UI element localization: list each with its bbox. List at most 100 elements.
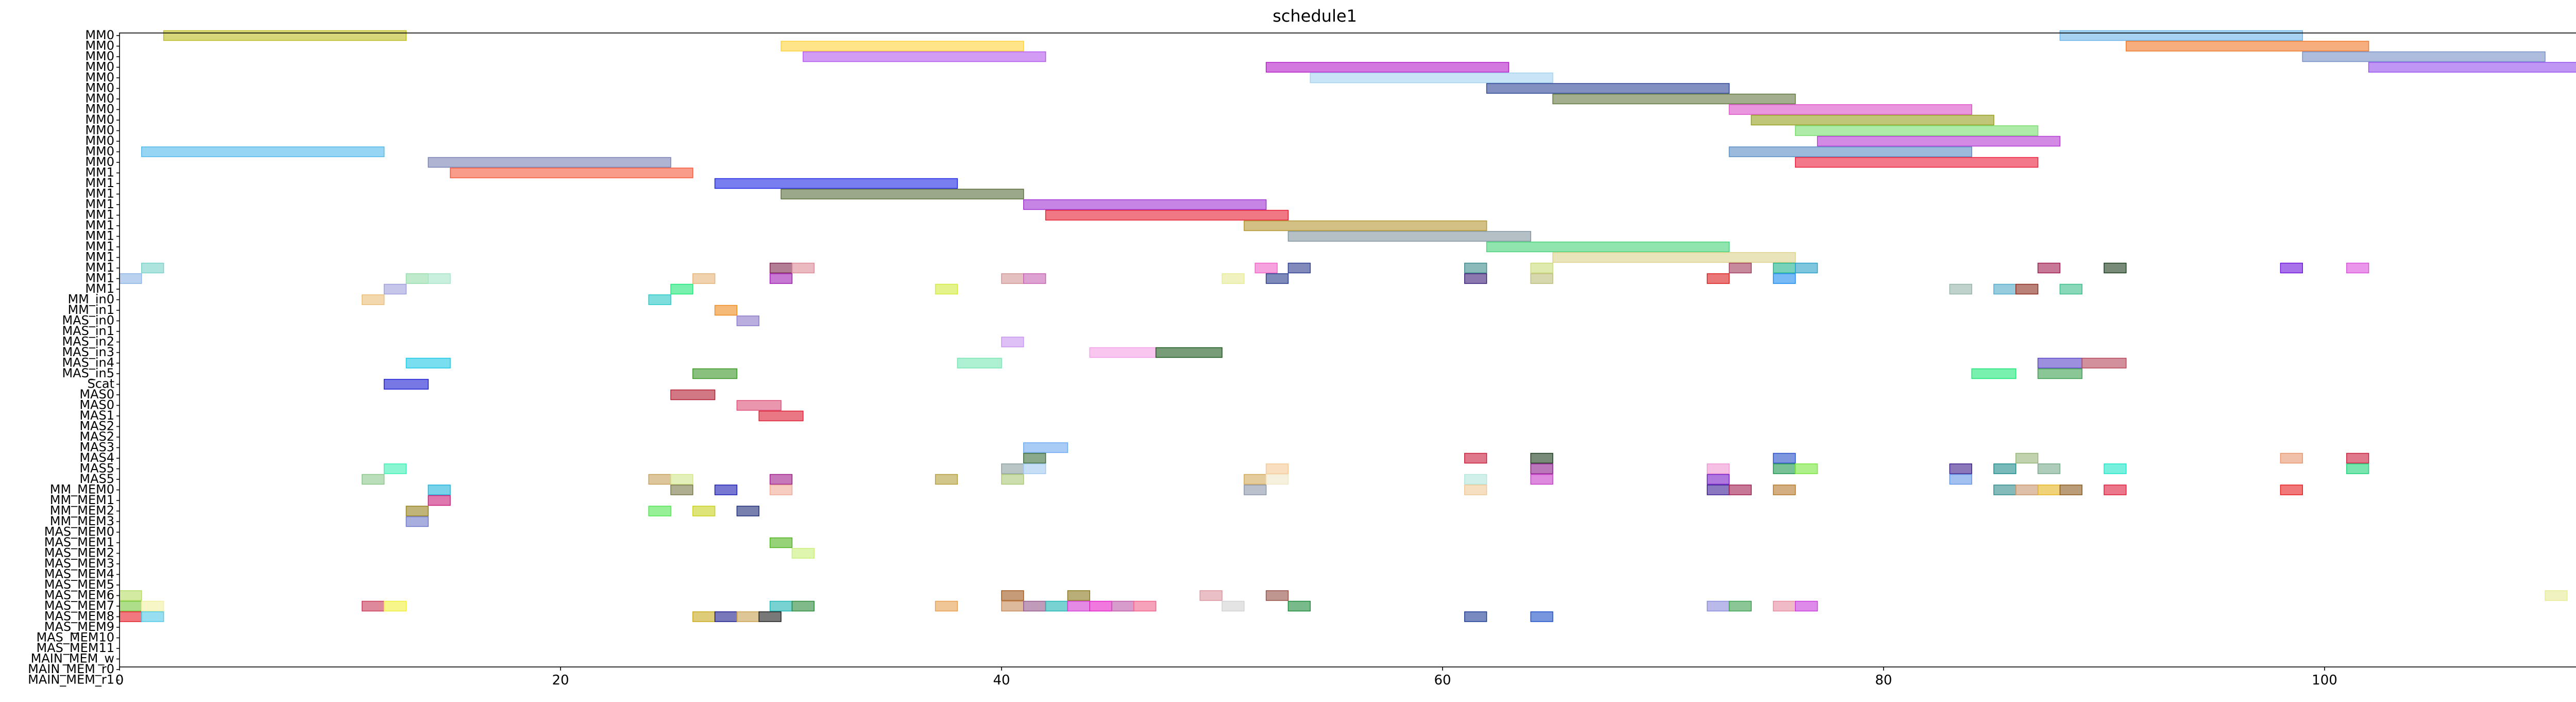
task-bar <box>1818 137 2060 146</box>
task-bar <box>2280 485 2302 495</box>
task-bar <box>2038 263 2060 273</box>
task-bar <box>715 612 737 622</box>
task-bar <box>1002 274 1024 283</box>
task-bar <box>693 369 737 379</box>
task-bar <box>362 601 384 611</box>
row-label: MAIN_MEM_r1 <box>28 673 114 687</box>
task-bar <box>1024 454 1046 463</box>
plot-frame <box>120 33 2576 667</box>
task-bar <box>1994 464 2016 474</box>
task-bar <box>1773 601 1795 611</box>
task-bar <box>428 158 671 168</box>
task-bar <box>120 591 142 600</box>
task-bar <box>671 475 693 484</box>
task-bar <box>1487 83 1730 93</box>
task-bar <box>1200 591 1222 600</box>
task-bar <box>936 601 958 611</box>
task-bar <box>1310 73 1553 83</box>
task-bar <box>1795 158 2038 168</box>
task-bar <box>1487 242 1730 252</box>
task-bar <box>1531 454 1553 463</box>
task-bar <box>1773 263 1795 273</box>
task-bar <box>770 475 792 484</box>
task-bar <box>792 548 814 558</box>
task-bar <box>1266 464 1289 474</box>
task-bar <box>2060 285 2082 294</box>
x-axis-ticks: 0 20 40 60 80 100 <box>115 667 2337 688</box>
task-bar <box>1465 612 1487 622</box>
task-bar <box>1707 485 1730 495</box>
task-bar <box>1773 274 1795 283</box>
task-bar <box>120 612 142 622</box>
task-bar <box>792 263 814 273</box>
task-bar <box>2060 485 2082 495</box>
task-bar <box>770 538 792 548</box>
task-bar <box>1773 464 1795 474</box>
task-bar <box>2016 485 2038 495</box>
task-bar <box>1244 475 1266 484</box>
task-bar <box>1024 601 1046 611</box>
task-bar <box>957 358 1002 368</box>
task-bar <box>1950 464 1972 474</box>
task-bar <box>2545 591 2567 600</box>
task-bar <box>1266 475 1289 484</box>
task-bar <box>406 517 428 527</box>
task-bar <box>384 379 429 389</box>
task-bar <box>1795 263 1818 273</box>
task-bar <box>1156 348 1222 358</box>
task-bar <box>1795 601 1818 611</box>
task-bar <box>1024 274 1046 283</box>
task-bar <box>1288 263 1310 273</box>
task-bar <box>770 263 792 273</box>
task-bar <box>2038 464 2060 474</box>
task-bar <box>2302 52 2545 62</box>
task-bar <box>428 485 450 495</box>
task-bar <box>2104 263 2126 273</box>
task-bar <box>1773 454 1795 463</box>
task-bar <box>1002 601 1024 611</box>
task-bar <box>1465 485 1487 495</box>
task-bar <box>120 601 142 611</box>
task-bar <box>1067 601 1090 611</box>
task-bar <box>1024 464 1046 474</box>
task-bar <box>142 263 164 273</box>
task-bar <box>2347 263 2369 273</box>
task-bar <box>2347 454 2369 463</box>
chart-title: schedule1 <box>1273 6 1357 26</box>
task-bar <box>1024 443 1068 453</box>
task-bar <box>428 274 450 283</box>
task-bar <box>2038 358 2082 368</box>
task-bar <box>2038 485 2060 495</box>
task-bar <box>1729 263 1751 273</box>
task-bar <box>2104 464 2126 474</box>
task-bar <box>384 464 406 474</box>
task-bar <box>2126 41 2369 51</box>
task-bar <box>2369 62 2576 72</box>
x-tick-label: 80 <box>1875 673 1892 688</box>
task-bar <box>1553 94 1795 104</box>
task-bar <box>142 612 164 622</box>
task-bar <box>770 274 792 283</box>
x-tick-label: 0 <box>115 673 124 688</box>
task-bar <box>649 506 671 516</box>
task-bar <box>406 358 450 368</box>
task-bar <box>1046 210 1289 220</box>
task-bar <box>428 496 450 506</box>
task-bar <box>1795 464 1818 474</box>
task-bar <box>1002 337 1024 347</box>
x-tick-label: 40 <box>993 673 1010 688</box>
task-bar <box>671 390 715 400</box>
task-bar <box>384 285 406 294</box>
task-bar <box>770 601 792 611</box>
task-bar <box>2082 358 2126 368</box>
task-bar <box>770 485 792 495</box>
task-bar <box>759 411 803 421</box>
task-bar <box>1531 612 1553 622</box>
task-bar <box>2016 454 2038 463</box>
task-bar <box>142 601 164 611</box>
task-bar <box>1266 274 1289 283</box>
task-bar <box>1112 601 1134 611</box>
task-bar <box>1046 601 1068 611</box>
task-bar <box>715 485 737 495</box>
